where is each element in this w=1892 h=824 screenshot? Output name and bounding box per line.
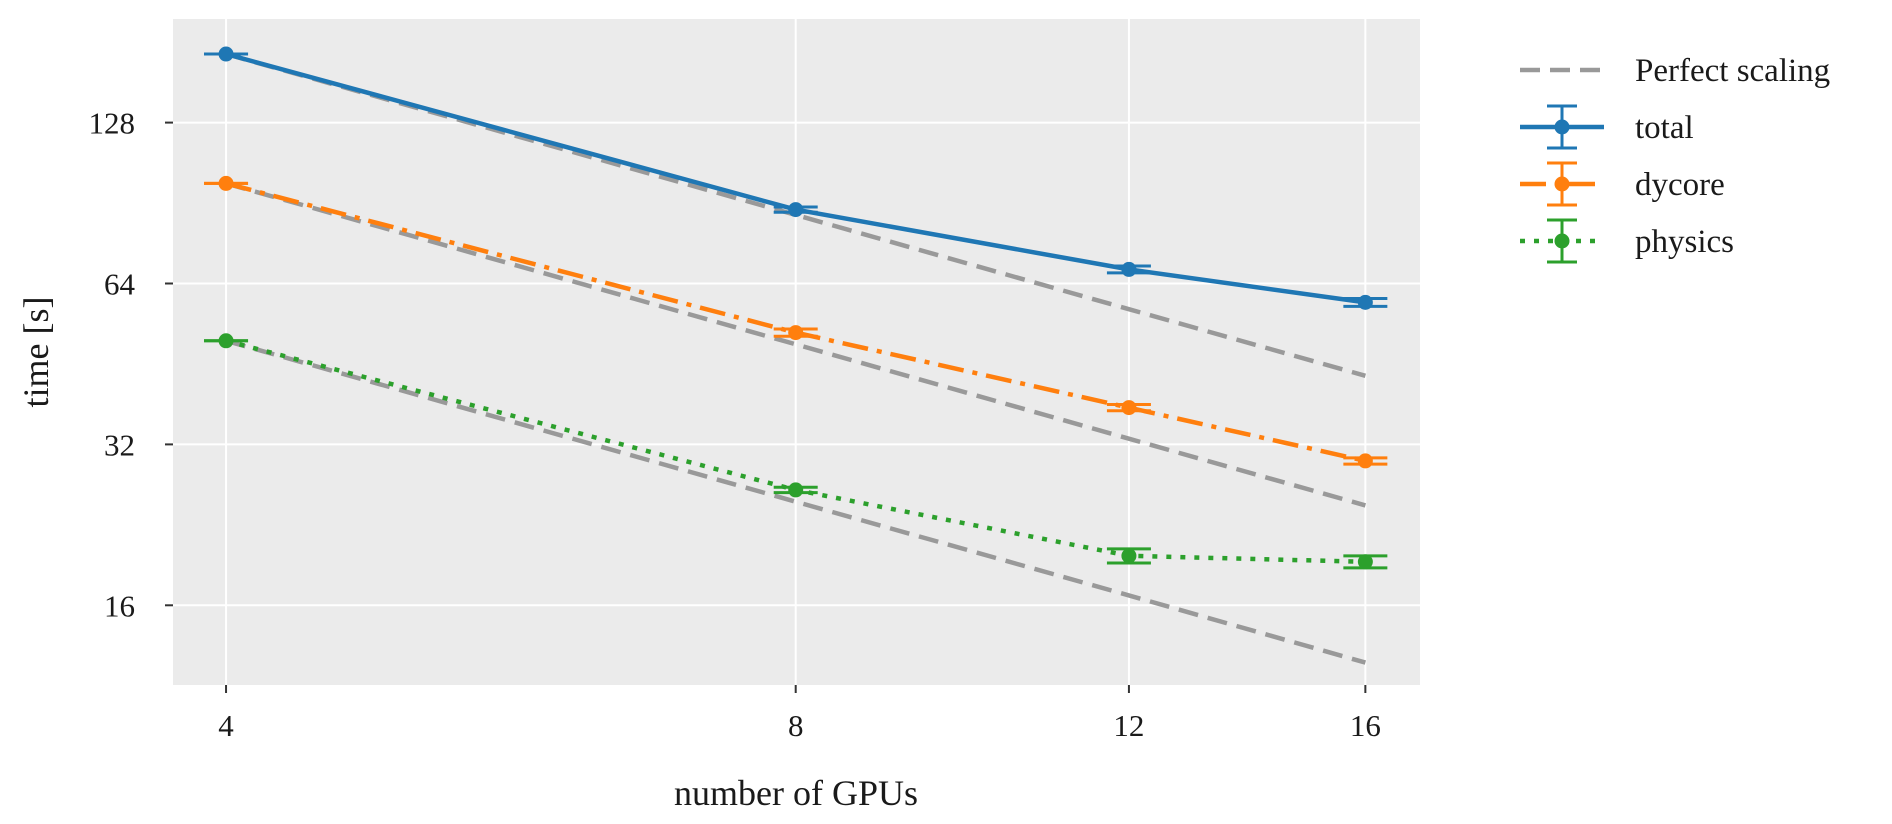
- series-line-perfect-scaling: [225, 181, 1367, 508]
- series-line-perfect-scaling: [225, 51, 1367, 378]
- data-point-total: [1121, 261, 1137, 277]
- legend-item-total: total: [1520, 104, 1694, 150]
- series-line-physics: [225, 338, 1366, 565]
- y-axis-label: time [s]: [16, 297, 56, 408]
- data-point-total: [218, 46, 234, 62]
- series-total: [204, 46, 1388, 310]
- data-point-dycore: [788, 325, 804, 341]
- series-line-total: [225, 51, 1366, 305]
- series-perfect-scaling: [225, 51, 1367, 378]
- y-tick-label: 32: [104, 427, 135, 462]
- y-tick-label: 64: [104, 266, 136, 301]
- x-tick-label: 16: [1350, 708, 1381, 743]
- series-perfect-scaling: [225, 181, 1367, 508]
- grid-lines: [173, 19, 1420, 685]
- data-point-dycore: [1121, 400, 1137, 416]
- legend-marker: [1554, 119, 1570, 135]
- x-tick-label: 4: [218, 708, 234, 743]
- x-tick-labels: 4 8 12 16: [218, 685, 1381, 743]
- y-tick-label: 16: [104, 588, 135, 623]
- series-line-dycore: [225, 181, 1366, 464]
- series-physics: [204, 333, 1388, 570]
- legend-item-perfect-scaling: Perfect scaling: [1520, 53, 1830, 89]
- data-point-dycore: [218, 175, 234, 191]
- legend-marker: [1554, 233, 1570, 249]
- data-point-physics: [788, 482, 804, 498]
- y-tick-labels: 16 32 64 128: [89, 106, 173, 623]
- y-tick-label: 128: [89, 106, 136, 141]
- legend-marker: [1554, 176, 1570, 192]
- legend-label-total: total: [1635, 110, 1694, 146]
- series-perfect-scaling: [225, 338, 1367, 665]
- x-axis-label: number of GPUs: [674, 773, 918, 813]
- data-point-physics: [1357, 554, 1373, 570]
- data-point-physics: [1121, 548, 1137, 564]
- legend: Perfect scaling total dycore physics: [1520, 53, 1830, 264]
- legend-item-physics: physics: [1520, 218, 1734, 264]
- x-tick-label: 12: [1113, 708, 1144, 743]
- legend-label-physics: physics: [1635, 224, 1734, 260]
- legend-label-perfect-scaling: Perfect scaling: [1635, 53, 1830, 89]
- legend-item-dycore: dycore: [1520, 161, 1725, 207]
- data-point-dycore: [1357, 453, 1373, 469]
- data-point-physics: [218, 333, 234, 349]
- series-line-perfect-scaling: [225, 338, 1367, 665]
- series-layer: [204, 46, 1388, 665]
- x-tick-label: 8: [788, 708, 804, 743]
- data-point-total: [1357, 294, 1373, 310]
- data-point-total: [788, 202, 804, 218]
- series-dycore: [204, 175, 1388, 469]
- legend-label-dycore: dycore: [1635, 167, 1725, 203]
